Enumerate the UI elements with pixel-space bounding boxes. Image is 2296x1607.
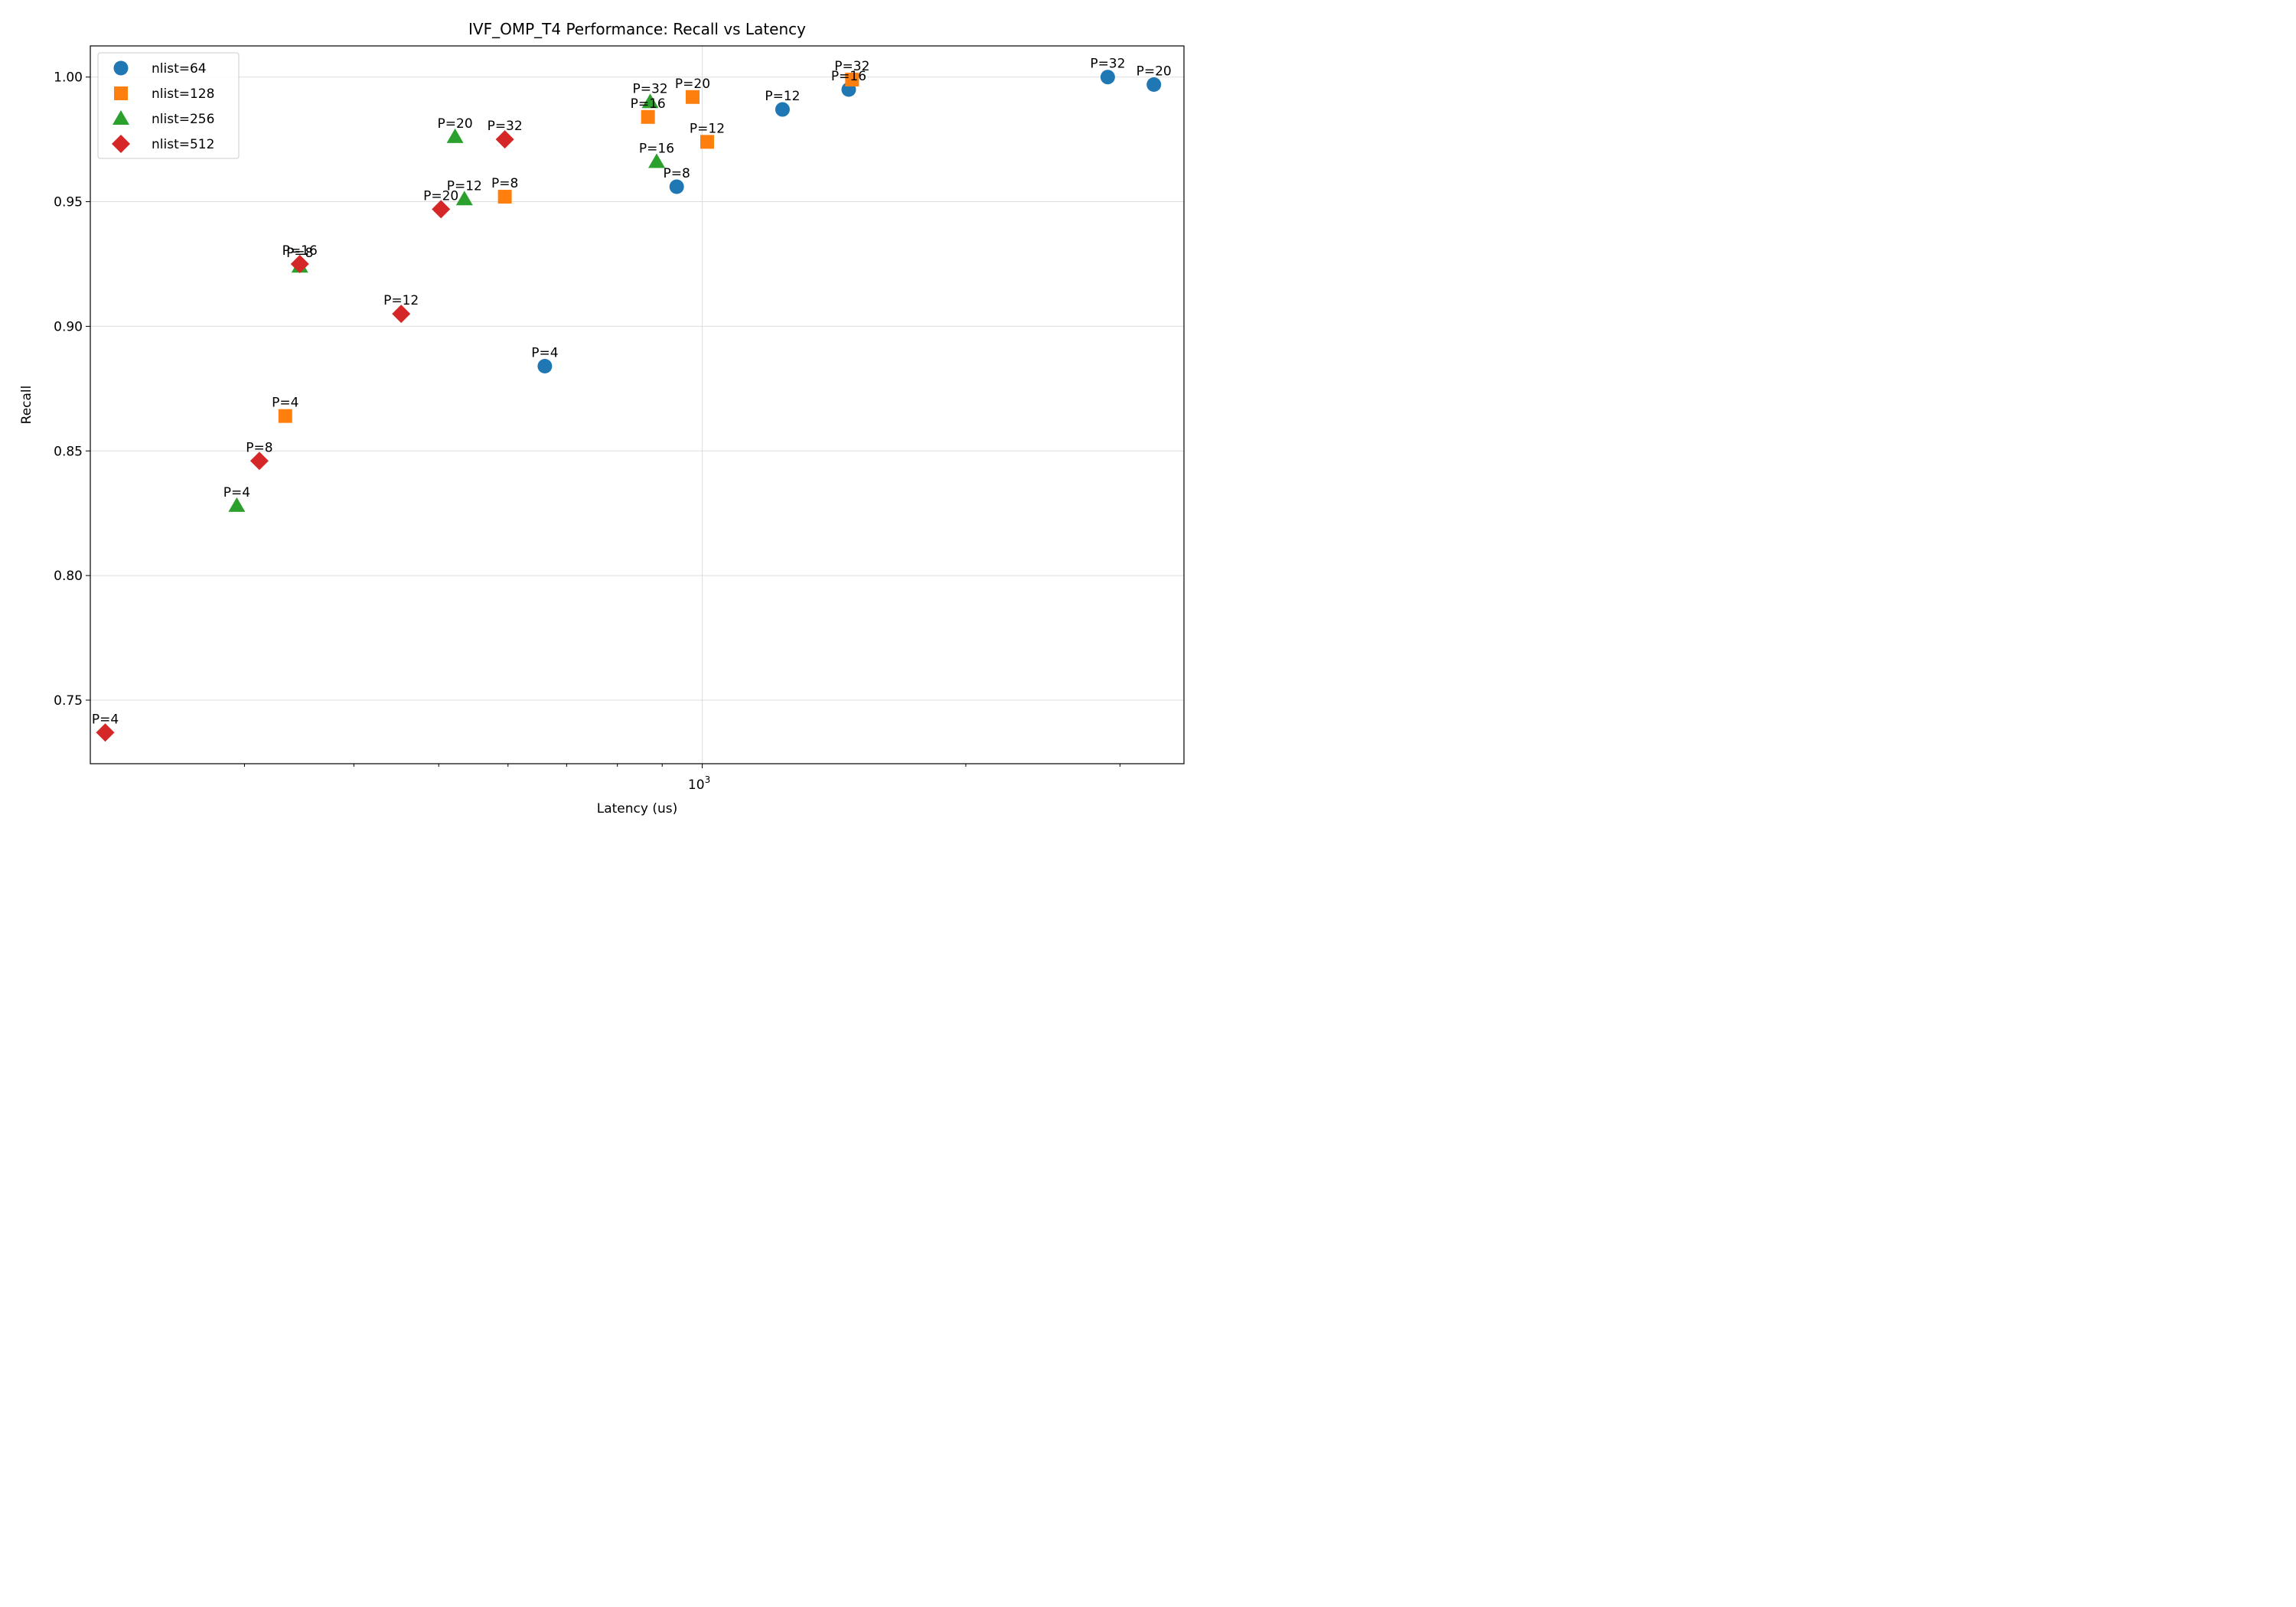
- data-point: [537, 359, 553, 374]
- data-point: [1146, 77, 1162, 92]
- series-nlist-64: [537, 70, 1162, 374]
- data-point: [278, 409, 292, 423]
- chart-title: IVF_OMP_T4 Performance: Recall vs Latenc…: [468, 20, 806, 38]
- point-label: P=20: [675, 77, 710, 92]
- point-label: P=20: [438, 116, 473, 132]
- point-label: P=32: [488, 119, 523, 134]
- point-label: P=4: [92, 712, 119, 727]
- data-point: [648, 153, 666, 168]
- data-point: [495, 130, 514, 149]
- plot-frame: [90, 45, 1185, 764]
- point-label: P=8: [246, 440, 272, 455]
- point-label: P=8: [286, 246, 313, 261]
- point-label: P=16: [831, 69, 866, 84]
- point-label: P=12: [447, 178, 482, 194]
- y-tick-label: 0.75: [54, 693, 83, 709]
- point-label: P=20: [1137, 64, 1172, 79]
- y-tick-label: 0.85: [54, 444, 83, 459]
- point-label: P=16: [631, 96, 666, 112]
- data-point: [446, 128, 464, 143]
- data-point: [1100, 70, 1115, 85]
- point-label: P=8: [664, 166, 690, 181]
- y-axis-label: Recall: [19, 386, 34, 425]
- grid: [90, 46, 1184, 764]
- point-label: P=12: [690, 121, 725, 136]
- axis-ticks: 0.75 0.80 0.85 0.90 0.95 1.00 103: [54, 70, 1120, 793]
- data-points: [96, 70, 1162, 742]
- data-point: [669, 179, 684, 194]
- series-nlist-128: [278, 72, 859, 423]
- legend-marker: [113, 110, 129, 125]
- data-point: [497, 190, 512, 204]
- y-tick-label: 1.00: [54, 70, 83, 86]
- point-label: P=20: [423, 188, 458, 204]
- series-nlist-256: [228, 93, 666, 512]
- data-labels: P=4P=8P=12P=16P=32 P=20P=4P=8P=12P=16P=20…: [92, 57, 1172, 728]
- point-label: P=32: [834, 59, 869, 74]
- data-point: [685, 90, 700, 104]
- point-label: P=16: [282, 243, 318, 259]
- legend-label: nlist=256: [152, 112, 214, 127]
- legend-marker: [113, 60, 129, 76]
- legend-marker: [112, 135, 130, 153]
- legend-item: nlist=256: [113, 110, 214, 127]
- point-label: P=8: [491, 176, 518, 191]
- point-label: P=12: [765, 89, 800, 104]
- series-nlist-512: [96, 130, 514, 742]
- data-point: [228, 497, 246, 512]
- legend-item: nlist=512: [112, 135, 214, 153]
- legend-item: nlist=64: [113, 60, 207, 77]
- y-tick-label: 0.90: [54, 319, 83, 334]
- legend-label: nlist=512: [152, 137, 214, 152]
- point-label: P=32: [1090, 57, 1125, 72]
- data-point: [700, 135, 714, 149]
- data-point: [641, 93, 659, 109]
- data-point: [432, 200, 451, 219]
- point-label: P=12: [383, 293, 419, 308]
- point-label: P=16: [639, 141, 674, 156]
- legend-item: nlist=128: [114, 86, 214, 102]
- legend-label: nlist=64: [152, 61, 207, 77]
- y-tick-label: 0.80: [54, 569, 83, 584]
- x-axis-label: Latency (us): [597, 801, 678, 817]
- point-label: P=4: [272, 396, 298, 411]
- data-point: [455, 191, 473, 206]
- legend-label: nlist=128: [152, 86, 214, 102]
- data-point: [845, 72, 859, 86]
- legend-marker: [114, 86, 128, 100]
- y-tick-label: 0.95: [54, 195, 83, 210]
- plot-area: [90, 46, 1184, 764]
- data-point: [96, 723, 115, 742]
- data-point: [392, 305, 411, 324]
- legend-box: [97, 52, 240, 159]
- data-point: [641, 109, 655, 124]
- data-point: [290, 254, 309, 273]
- point-label: P=4: [223, 485, 250, 500]
- point-label: P=32: [632, 81, 667, 96]
- legend: nlist=64 nlist=128 nlist=256 nlist=512: [97, 52, 240, 159]
- point-label: P=4: [531, 346, 558, 361]
- x-tick-label: 103: [688, 774, 710, 793]
- data-point: [249, 451, 269, 471]
- data-point: [775, 102, 790, 117]
